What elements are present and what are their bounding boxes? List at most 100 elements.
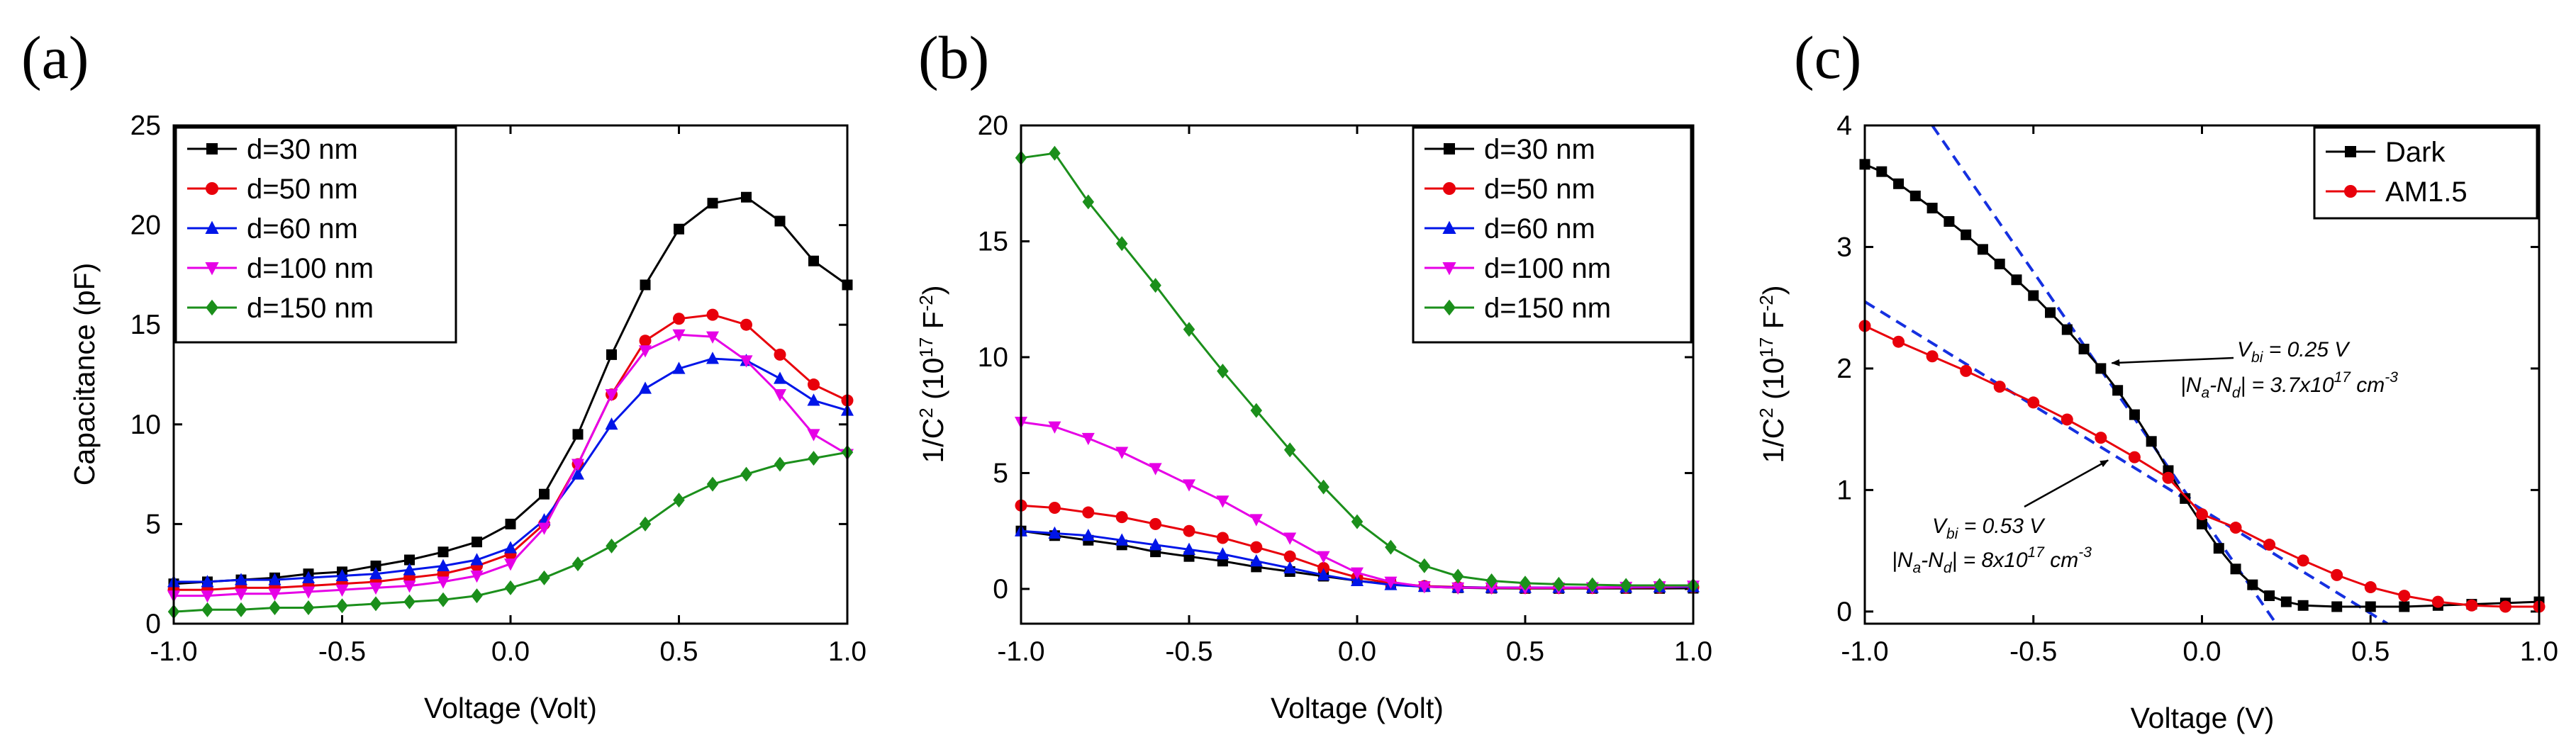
data-point [1216, 495, 1230, 508]
data-point [2263, 539, 2276, 551]
legend-label: d=100 nm [1484, 253, 1611, 284]
data-point [2331, 568, 2343, 581]
annotation-dark-arrow [2111, 356, 2234, 366]
data-point [774, 389, 786, 402]
legend-label: Dark [2385, 137, 2446, 168]
legend-entry: d=30 nm [187, 134, 358, 165]
data-point [403, 594, 416, 610]
x-tick-label: 0.0 [1338, 636, 1376, 667]
panel-b-series [1015, 145, 1700, 595]
annotation-am15-doping: |Na-Nd| = 8x1017 cm-3 [1892, 544, 2092, 576]
data-point [1183, 479, 1195, 492]
data-point [2061, 324, 2073, 335]
legend-entry: AM1.5 [2326, 176, 2468, 208]
y-tick-label: 25 [130, 111, 161, 141]
data-point [1183, 322, 1195, 337]
data-point [1893, 178, 1905, 189]
data-point [1049, 145, 1061, 161]
data-point [504, 580, 517, 595]
data-point [1485, 582, 1498, 595]
data-point [1115, 511, 1128, 524]
data-point [1115, 533, 1129, 546]
legend-swatch-marker [1443, 299, 1456, 316]
data-point [672, 329, 686, 342]
data-point [437, 558, 450, 571]
x-tick-label: 1.0 [1674, 636, 1712, 667]
data-point [369, 596, 382, 612]
data-point [673, 313, 685, 325]
legend-swatch-marker [205, 262, 219, 276]
data-point [672, 361, 686, 374]
data-point [808, 255, 819, 266]
annotation-am15-vbi: Vbi = 0.53 V [1932, 515, 2046, 542]
data-point [639, 345, 652, 358]
data-point [538, 570, 550, 585]
data-point [201, 575, 214, 588]
panel-c-label: (c) [1794, 23, 1861, 91]
data-point [1217, 364, 1229, 379]
data-point [1283, 442, 1296, 458]
x-tick-label: -0.5 [318, 636, 366, 667]
data-point [605, 417, 618, 430]
data-point [268, 573, 281, 585]
legend-label: d=60 nm [247, 213, 358, 245]
y-tick-label: 10 [978, 342, 1008, 373]
data-point [235, 573, 247, 585]
data-point [1149, 517, 1162, 530]
data-point [437, 592, 450, 607]
legend-swatch-marker [1442, 262, 1456, 276]
data-point [2027, 396, 2040, 409]
data-point [369, 566, 382, 580]
data-point [1485, 573, 1498, 589]
legend-label: AM1.5 [2385, 176, 2468, 208]
x-tick-label: -1.0 [1841, 636, 1888, 667]
data-point [1418, 558, 1431, 573]
panel-b-frame [1020, 124, 1695, 625]
legend-swatch-marker [206, 182, 218, 195]
legend-swatch-marker [1442, 220, 1456, 234]
data-point [1944, 215, 1955, 227]
legend-label: d=30 nm [1484, 134, 1595, 165]
data-point [2078, 343, 2090, 354]
x-tick-label: 0.0 [2182, 636, 2221, 667]
data-point [505, 518, 516, 529]
x-tick-label: 0.5 [659, 636, 698, 667]
legend-swatch-marker [1443, 182, 1456, 195]
data-point [2112, 385, 2124, 396]
data-point [437, 546, 449, 558]
data-point [774, 215, 786, 227]
data-point [504, 558, 517, 571]
data-point [2431, 595, 2444, 608]
data-point [1183, 524, 1195, 537]
data-point [470, 553, 484, 566]
data-point [640, 279, 651, 291]
data-point [1149, 538, 1162, 551]
data-point [706, 352, 719, 364]
legend-entry: d=50 nm [187, 174, 358, 205]
data-point [302, 600, 315, 616]
data-point [741, 191, 752, 203]
data-point [1283, 550, 1296, 563]
panel-a-ylabel: Capacitance (pF) [68, 263, 101, 485]
data-point [2398, 590, 2411, 602]
data-point [1115, 236, 1128, 252]
data-point [808, 378, 820, 391]
legend-swatch-marker [205, 220, 219, 234]
annotation-am15: Vbi = 0.53 V |Na-Nd| = 8x1017 cm-3 [1892, 515, 2092, 576]
data-point [1892, 335, 1905, 348]
data-point [1317, 479, 1329, 495]
legend-entry: d=150 nm [1424, 293, 1611, 324]
data-point [707, 198, 718, 209]
data-point [2229, 522, 2242, 534]
data-point [302, 586, 315, 599]
panel-a-axes: -1.0 -0.5 0.0 0.5 1.0 0 5 10 15 20 25 [130, 111, 867, 667]
data-point [706, 476, 719, 492]
data-point [1048, 526, 1061, 539]
annotation-dark-vbi: Vbi = 0.25 V [2237, 338, 2351, 366]
y-tick-label: 1 [1836, 475, 1852, 505]
data-point [471, 588, 483, 604]
legend-entry: d=50 nm [1424, 174, 1595, 205]
data-point [1993, 381, 2006, 393]
data-point [404, 554, 415, 566]
panel-c-legend: Dark AM1.5 [2313, 126, 2538, 220]
